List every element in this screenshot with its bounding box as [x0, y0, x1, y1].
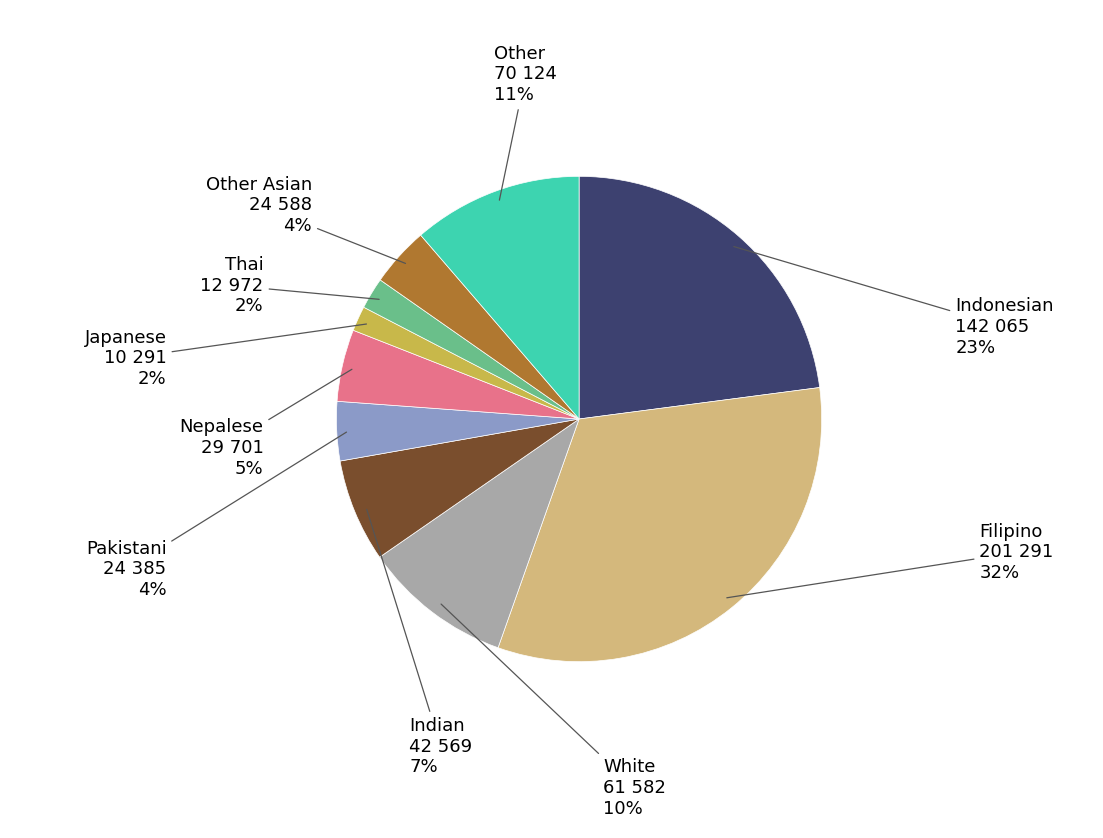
Text: Thai
12 972
2%: Thai 12 972 2% — [201, 256, 379, 315]
Wedge shape — [353, 308, 579, 419]
Text: Indonesian
142 065
23%: Indonesian 142 065 23% — [733, 246, 1053, 357]
Wedge shape — [420, 176, 579, 419]
Wedge shape — [364, 280, 579, 419]
Text: Other
70 124
11%: Other 70 124 11% — [494, 44, 557, 200]
Text: Indian
42 569
7%: Indian 42 569 7% — [366, 510, 472, 776]
Wedge shape — [338, 330, 579, 419]
Wedge shape — [379, 419, 579, 648]
Text: Japanese
10 291
2%: Japanese 10 291 2% — [85, 324, 366, 388]
Wedge shape — [381, 235, 579, 419]
Text: Pakistani
24 385
4%: Pakistani 24 385 4% — [86, 432, 346, 599]
Text: Other Asian
24 588
4%: Other Asian 24 588 4% — [206, 176, 406, 263]
Wedge shape — [579, 176, 820, 419]
Text: Filipino
201 291
32%: Filipino 201 291 32% — [727, 523, 1053, 597]
Wedge shape — [499, 387, 822, 662]
Wedge shape — [336, 401, 579, 461]
Text: White
61 582
10%: White 61 582 10% — [441, 604, 666, 818]
Text: Nepalese
29 701
5%: Nepalese 29 701 5% — [180, 370, 352, 478]
Wedge shape — [340, 419, 579, 557]
